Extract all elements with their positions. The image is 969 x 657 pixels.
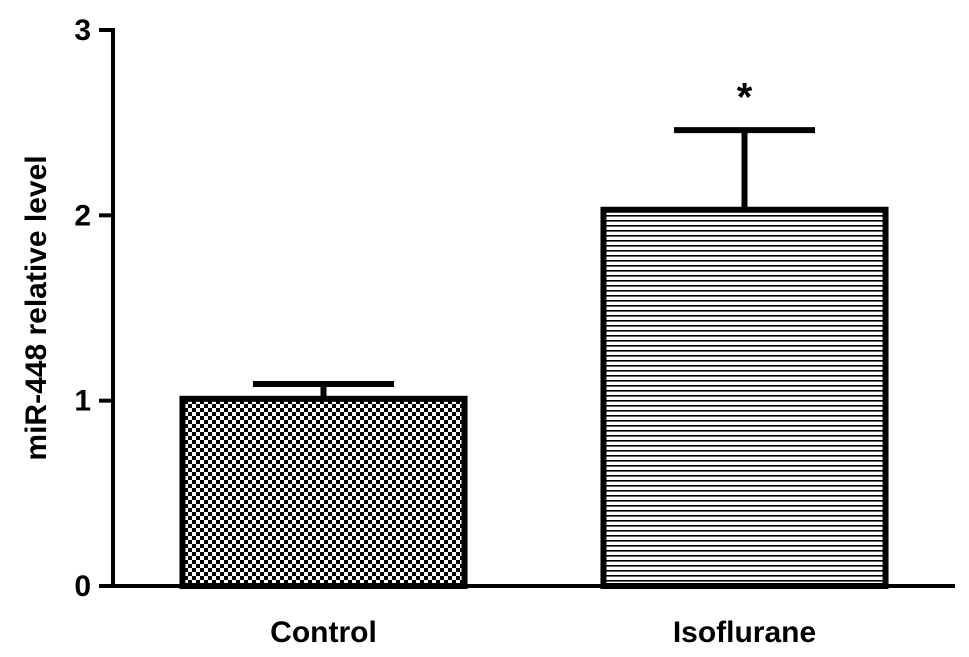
y-tick-label: 3 (74, 14, 91, 47)
bar (600, 206, 889, 589)
annotation: * (737, 76, 753, 120)
bar (179, 395, 468, 589)
error-bar (673, 127, 816, 210)
y-tick-label: 2 (74, 199, 91, 232)
x-tick-label: Isoflurane (673, 616, 816, 649)
y-axis-label: miR-448 relative level (20, 155, 53, 460)
y-tick-label: 1 (74, 385, 91, 418)
x-tick-label: Control (270, 616, 377, 649)
y-tick-label: 0 (74, 570, 91, 603)
